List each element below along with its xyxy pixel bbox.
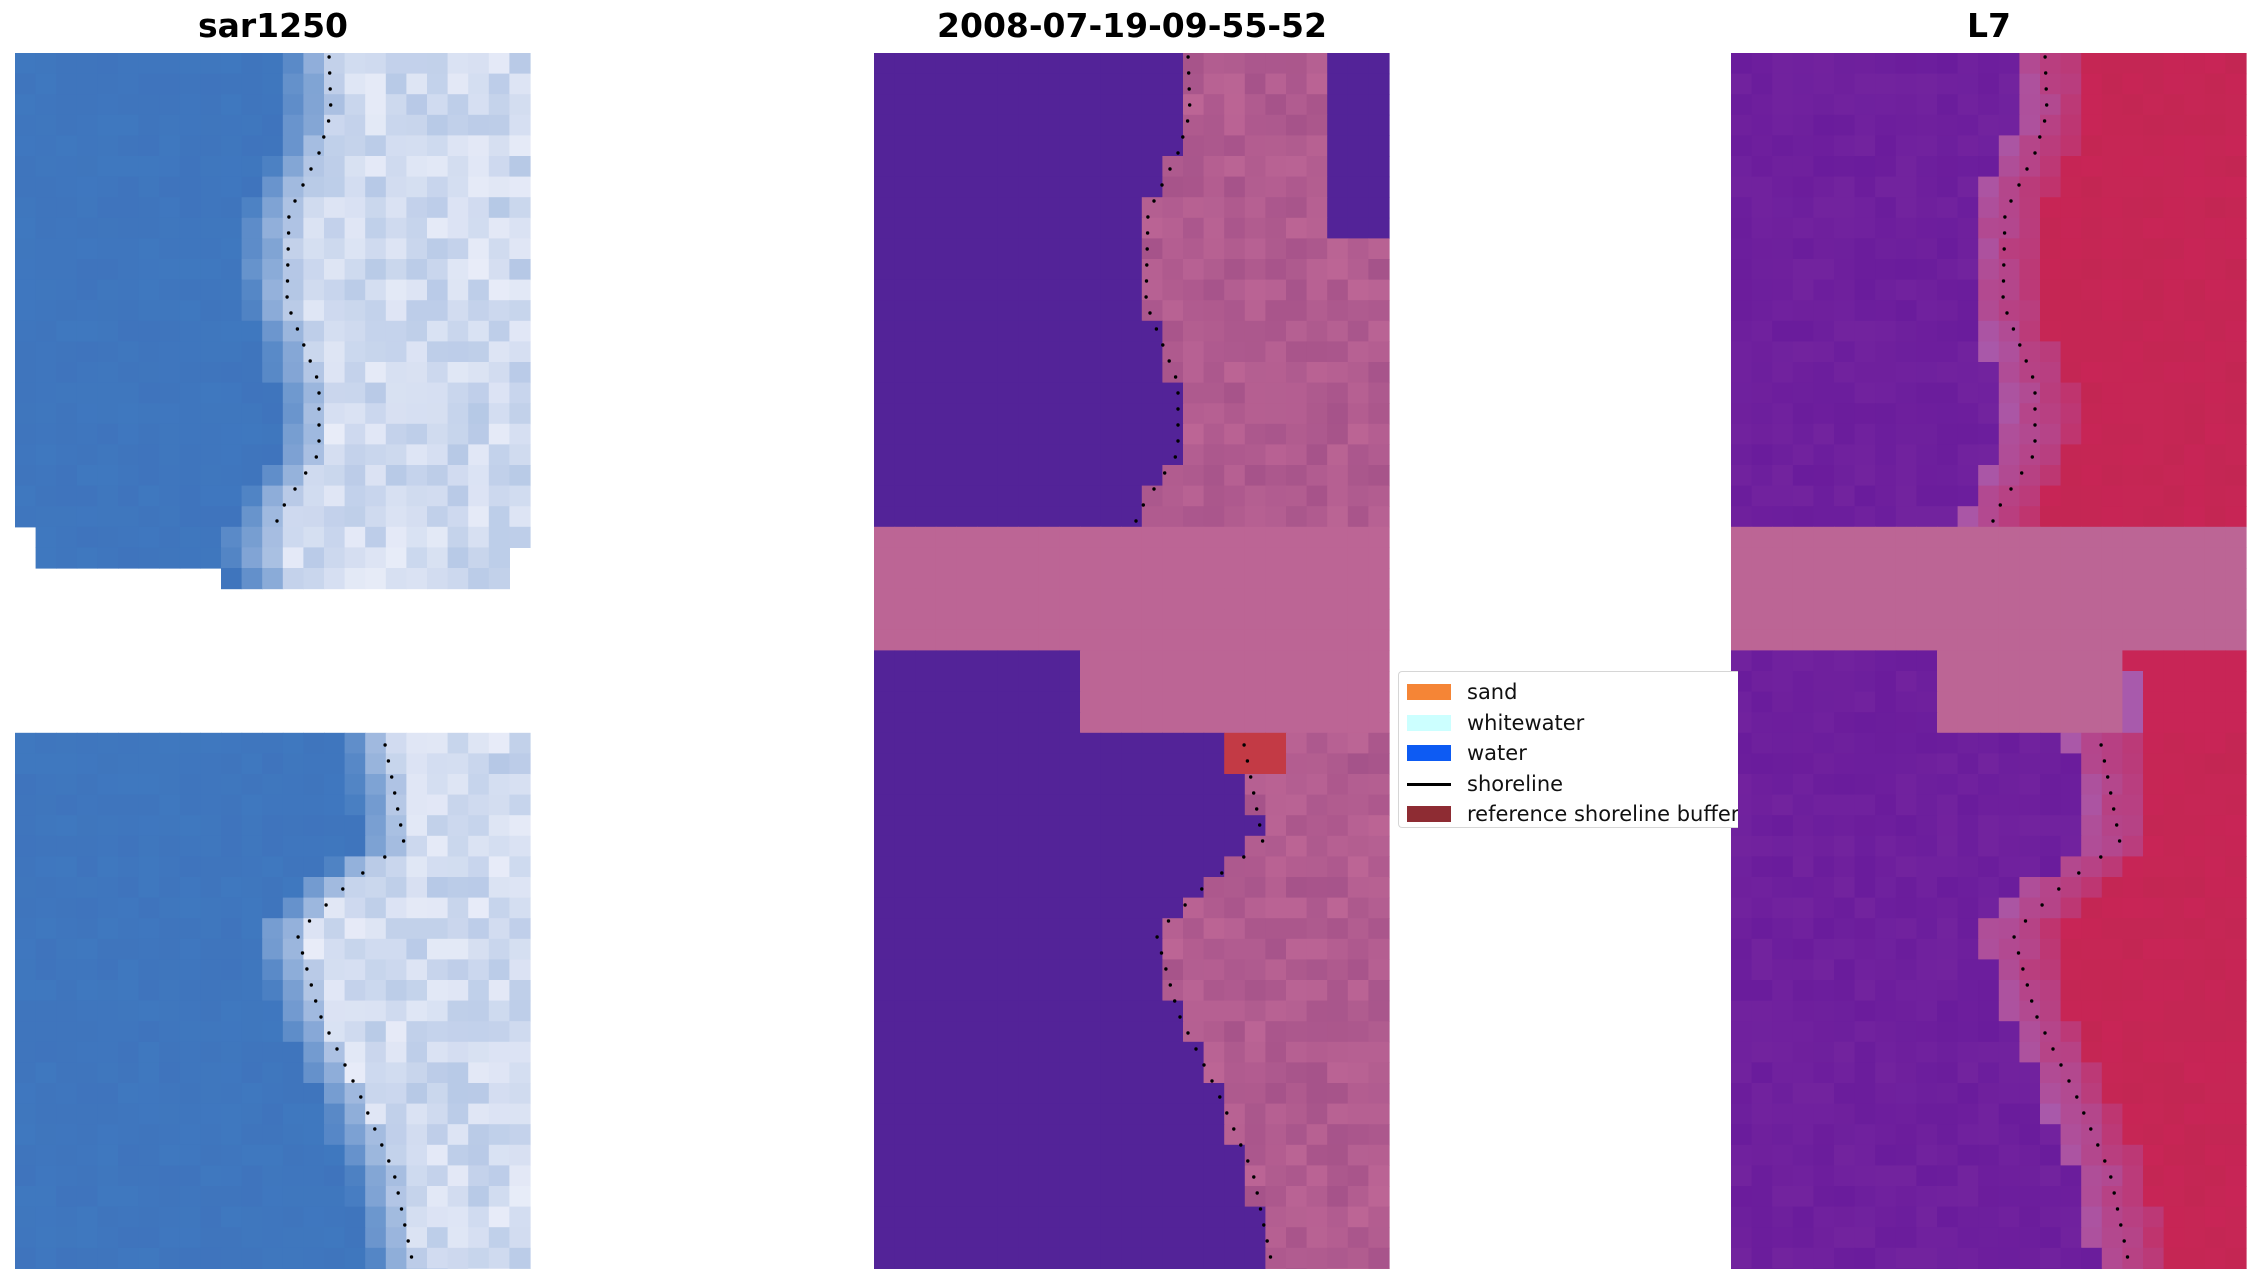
legend-item-water: water [1407, 739, 1527, 767]
index-image-raster [1731, 53, 2247, 1269]
classified-image-raster [874, 53, 1390, 1269]
rgb-image-raster [15, 53, 531, 1269]
legend-item-whitewater: whitewater [1407, 709, 1584, 737]
legend-label: whitewater [1467, 711, 1585, 735]
map-legend: sand whitewater water shoreline referenc… [1398, 671, 1738, 828]
panel-title-index: L7 [1967, 6, 2011, 45]
legend-label: sand [1467, 680, 1518, 704]
panel-title-classified: 2008-07-19-09-55-52 [937, 6, 1327, 45]
legend-item-shoreline: shoreline [1407, 770, 1563, 798]
legend-item-sand: sand [1407, 678, 1517, 706]
rgb-image-panel [15, 53, 531, 1269]
buffer-swatch [1407, 806, 1451, 822]
shoreline-line-swatch [1407, 776, 1451, 792]
panel-title-rgb: sar1250 [197, 6, 349, 45]
legend-label: water [1467, 741, 1527, 765]
water-swatch [1407, 745, 1451, 761]
classified-image-panel [874, 53, 1390, 1269]
whitewater-swatch [1407, 715, 1451, 731]
legend-item-buffer: reference shoreline buffer [1407, 800, 1738, 827]
legend-label: shoreline [1467, 772, 1564, 796]
sand-swatch [1407, 684, 1451, 700]
legend-label: reference shoreline buffer [1467, 802, 1738, 826]
index-image-panel [1731, 53, 2247, 1269]
